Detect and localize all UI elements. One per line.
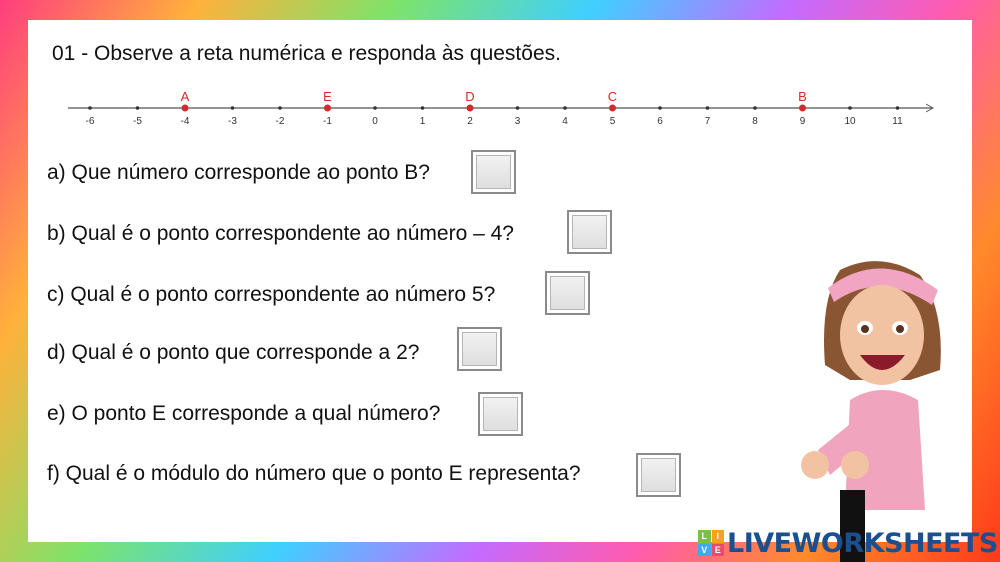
- point-label: C: [608, 89, 617, 104]
- answer-box-d[interactable]: [457, 327, 502, 371]
- tick-mark: [420, 106, 425, 110]
- question-f: f) Qual é o módulo do número que o ponto…: [47, 462, 581, 485]
- answer-box-f[interactable]: [636, 453, 681, 497]
- point-A: [181, 104, 189, 112]
- tick-label: 3: [515, 116, 521, 127]
- point-B: [799, 104, 806, 112]
- tick-label: 7: [705, 116, 711, 127]
- tick-mark: [88, 106, 92, 110]
- page-title: 01 - Observe a reta numérica e responda …: [52, 42, 561, 65]
- tick-label: -6: [86, 116, 95, 127]
- point-label: D: [465, 89, 474, 104]
- answer-box-e[interactable]: [478, 392, 523, 436]
- tick-label: -1: [323, 116, 332, 127]
- tick-mark: [705, 106, 710, 110]
- answer-box-c[interactable]: [545, 271, 590, 315]
- number-line: -6 -5 -4 -3 -2 -1 0 1 2 3 4 5 6 7 8 9 10 11 A E D C B: [68, 89, 935, 127]
- tick-label: 0: [372, 116, 378, 127]
- tick-label: 8: [752, 116, 758, 127]
- tick-label: -3: [228, 116, 237, 127]
- answer-box-a[interactable]: [471, 150, 516, 194]
- tick-mark: [563, 106, 567, 110]
- question-d: d) Qual é o ponto que corresponde a 2?: [47, 341, 420, 364]
- tick-label: 4: [562, 116, 568, 127]
- tick-label: 11: [892, 116, 903, 127]
- point-C: [609, 104, 616, 112]
- tick-label: 1: [420, 116, 426, 127]
- axis-arrow: [925, 103, 935, 113]
- tick-label: 9: [800, 116, 806, 127]
- tick-mark: [658, 106, 662, 110]
- tick-mark: [135, 106, 140, 110]
- tick-mark: [895, 106, 900, 110]
- tick-label: 6: [657, 116, 663, 127]
- tick-mark: [230, 106, 235, 110]
- question-e: e) O ponto E corresponde a qual número?: [47, 402, 441, 425]
- liveworksheets-logo: LIVEWORKSHEETS: [727, 528, 998, 559]
- tick-label: 2: [467, 116, 473, 127]
- point-D: [466, 104, 474, 112]
- tick-label: -5: [133, 116, 142, 127]
- tick-label: -4: [181, 116, 190, 127]
- answer-box-b[interactable]: [567, 210, 612, 254]
- tick-label: 5: [610, 116, 616, 127]
- point-E: [324, 104, 331, 112]
- point-label: B: [798, 89, 807, 104]
- question-c: c) Qual é o ponto correspondente ao núme…: [47, 283, 496, 306]
- tick-label: 10: [844, 116, 856, 127]
- tick-mark: [373, 106, 377, 110]
- question-a: a) Que número corresponde ao ponto B?: [47, 161, 430, 184]
- tick-label: -2: [276, 116, 285, 127]
- teacher-avatar: [801, 261, 941, 562]
- tick-mark: [753, 106, 757, 110]
- point-label: A: [181, 89, 190, 104]
- tick-mark: [278, 106, 282, 110]
- tick-mark: [848, 106, 852, 110]
- question-b: b) Qual é o ponto correspondente ao núme…: [47, 222, 514, 245]
- tick-mark: [515, 106, 520, 110]
- point-label: E: [323, 89, 332, 104]
